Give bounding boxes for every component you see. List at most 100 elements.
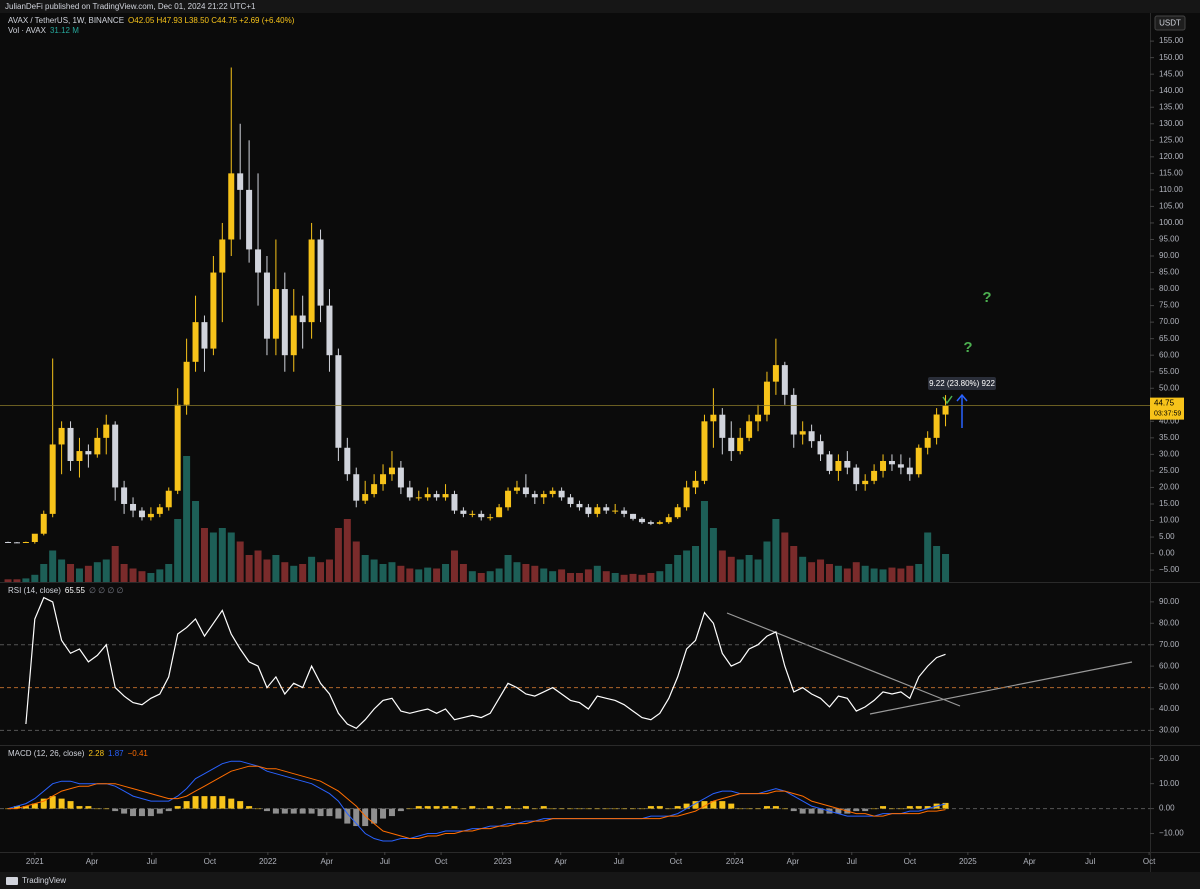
y-tick-label: 90.00 xyxy=(1159,251,1180,260)
candle-body xyxy=(478,513,485,518)
histogram-bar xyxy=(299,808,306,814)
candle-body xyxy=(380,474,387,485)
histogram-bar xyxy=(612,808,619,810)
candle-body xyxy=(558,490,565,498)
y-tick-label: 110.00 xyxy=(1159,185,1183,194)
candle-body xyxy=(130,503,137,511)
histogram-bar xyxy=(67,801,74,809)
volume-bar xyxy=(683,550,691,582)
y-tick-label: 70.00 xyxy=(1159,640,1180,649)
histogram-bar xyxy=(585,808,592,810)
volume-bar xyxy=(290,565,298,582)
footer-bar xyxy=(0,872,1200,889)
volume-bar xyxy=(843,568,851,582)
volume-bar xyxy=(317,562,325,582)
candle-body xyxy=(692,480,699,488)
candle-body xyxy=(513,487,520,491)
histogram-bar xyxy=(85,806,92,809)
volume-bar xyxy=(227,532,235,582)
volume-bar xyxy=(817,559,825,582)
candle-body xyxy=(737,437,744,452)
volume-bar xyxy=(915,564,923,582)
candle-body xyxy=(138,510,145,518)
volume-bar xyxy=(343,519,351,582)
histogram-bar xyxy=(353,808,360,827)
candle-body xyxy=(165,490,172,508)
candle-body xyxy=(505,490,512,508)
volume-bar xyxy=(549,571,557,582)
histogram-bar xyxy=(835,808,842,814)
price-tag-countdown: 03:37:59 xyxy=(1154,410,1181,417)
x-tick-label: 2021 xyxy=(26,857,44,866)
volume-bar xyxy=(379,564,387,582)
x-tick-label: Apr xyxy=(86,857,99,866)
volume-bar xyxy=(424,567,432,582)
x-tick-label: Apr xyxy=(554,857,567,866)
volume-bar xyxy=(575,573,583,582)
candle-body xyxy=(5,541,12,543)
x-tick-label: Oct xyxy=(670,857,683,866)
y-tick-label: 80.00 xyxy=(1159,284,1180,293)
y-tick-label: 0.00 xyxy=(1159,804,1175,813)
histogram-bar xyxy=(237,801,244,809)
volume-bar xyxy=(138,571,146,582)
candle-body xyxy=(888,460,895,465)
histogram-bar xyxy=(549,808,556,810)
candle-body xyxy=(719,414,726,438)
volume-bar xyxy=(433,568,441,582)
volume-bar xyxy=(906,565,914,582)
volume-bar xyxy=(611,573,619,582)
candle-body xyxy=(40,513,47,534)
candle-body xyxy=(862,480,869,485)
volume-bar xyxy=(245,555,253,582)
volume-bar xyxy=(129,568,137,582)
volume-bar xyxy=(942,553,950,582)
volume-bar xyxy=(513,562,521,582)
y-tick-label: 20.00 xyxy=(1159,483,1180,492)
y-tick-label: 60.00 xyxy=(1159,350,1180,359)
volume-bar xyxy=(147,573,155,582)
candle-body xyxy=(665,517,672,523)
currency-badge xyxy=(1154,15,1186,31)
volume-bar xyxy=(879,569,887,582)
x-tick-label: Jul xyxy=(1085,857,1095,866)
volume-bar xyxy=(325,559,333,582)
volume-bar xyxy=(93,562,101,582)
header-text: JulianDeFi published on TradingView.com,… xyxy=(5,2,256,11)
candle-body xyxy=(290,315,297,356)
y-tick-label: 65.00 xyxy=(1159,334,1180,343)
volume-bar xyxy=(709,528,717,582)
candle-body xyxy=(942,405,949,415)
histogram-bar xyxy=(478,808,485,810)
candle-body xyxy=(567,497,574,504)
candle-body xyxy=(630,513,637,519)
y-tick-label: 10.00 xyxy=(1159,779,1180,788)
histogram-bar xyxy=(817,808,824,814)
histogram-bar xyxy=(326,808,333,817)
histogram-bar xyxy=(915,806,922,809)
y-tick-label: −10.00 xyxy=(1159,829,1184,838)
histogram-bar xyxy=(737,808,744,810)
volume-bar xyxy=(647,573,655,582)
volume-bar xyxy=(522,564,530,582)
volume-bar xyxy=(236,541,244,582)
volume-bar xyxy=(272,555,280,582)
volume-bar xyxy=(933,546,941,582)
candle-body xyxy=(174,404,181,491)
y-tick-label: 70.00 xyxy=(1159,317,1180,326)
candle-body xyxy=(638,518,645,523)
histogram-bar xyxy=(58,798,65,809)
volume-bar xyxy=(745,555,753,582)
histogram-bar xyxy=(13,806,20,809)
rsi-line xyxy=(25,596,946,730)
candle-body xyxy=(272,289,279,339)
histogram-bar xyxy=(781,808,788,810)
candle-body xyxy=(299,315,306,323)
volume-bar xyxy=(486,571,494,582)
candle-body xyxy=(112,424,119,488)
histogram-bar xyxy=(692,801,699,809)
histogram-bar xyxy=(710,801,717,809)
histogram-bar xyxy=(763,806,770,809)
y-tick-label: 5.00 xyxy=(1159,532,1175,541)
histogram-bar xyxy=(290,808,297,814)
